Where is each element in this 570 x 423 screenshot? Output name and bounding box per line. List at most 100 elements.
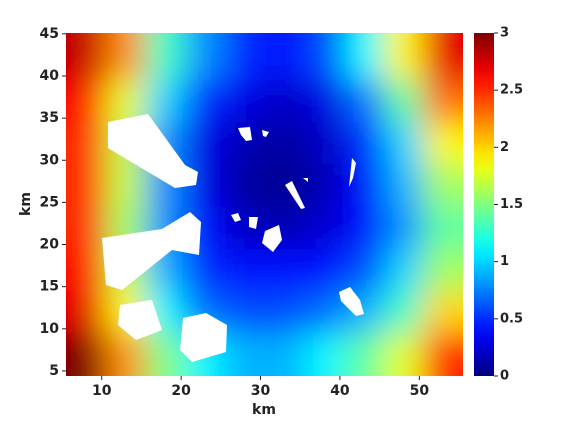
heat-cell <box>383 206 424 250</box>
x-tick-label: 10 <box>92 383 112 399</box>
y-axis-label: km <box>18 192 34 216</box>
heat-cell <box>383 122 424 165</box>
heat-cell <box>66 248 107 292</box>
heat-cell <box>423 248 463 292</box>
heat-cell <box>105 80 146 123</box>
heat-cell <box>224 290 265 334</box>
heat-cell <box>304 248 345 292</box>
heat-cell <box>304 164 345 208</box>
heat-cell <box>383 33 424 81</box>
obstacle <box>231 213 241 222</box>
y-tick-label: 30 <box>40 152 60 168</box>
heat-cell <box>343 206 385 250</box>
y-tick-label: 15 <box>40 279 59 295</box>
heat-cell <box>145 33 186 81</box>
colorbar-tick-label: 0.5 <box>500 311 523 326</box>
heat-cell <box>383 80 424 123</box>
heat-cell <box>185 122 226 165</box>
heat-cell <box>423 80 463 123</box>
y-tick-label: 35 <box>40 110 59 126</box>
heat-cell <box>66 333 107 376</box>
heat-cell <box>105 164 146 208</box>
x-axis-label: km <box>252 402 276 418</box>
heat-cell <box>423 122 463 165</box>
x-tick-label: 40 <box>330 383 350 399</box>
y-tick-label: 45 <box>40 26 59 42</box>
heat-cell <box>66 33 107 81</box>
heat-cell <box>66 122 107 165</box>
obstacle <box>339 287 364 316</box>
obstacle <box>249 217 258 229</box>
colorbar-tick-label: 2 <box>500 140 509 155</box>
obstacle <box>262 225 282 252</box>
heat-cell <box>224 80 265 123</box>
heat-cell <box>343 333 385 376</box>
heat-cell <box>383 290 424 334</box>
heat-cell <box>343 164 385 208</box>
y-tick-label: 5 <box>49 363 59 379</box>
y-tick-label: 20 <box>40 237 60 253</box>
heatmap <box>66 33 463 376</box>
heat-cell <box>423 206 463 250</box>
heat-cell <box>304 80 345 123</box>
heat-cell <box>185 33 226 81</box>
obstacle <box>238 127 252 141</box>
heat-cell <box>264 80 305 123</box>
x-tick-label: 50 <box>410 383 430 399</box>
heat-cell <box>224 33 265 81</box>
obstacle <box>303 178 308 182</box>
colorbar-tick-label: 1.5 <box>500 197 523 212</box>
heat-cell <box>343 80 385 123</box>
obstacles <box>102 114 364 362</box>
x-tick-label: 20 <box>171 383 191 399</box>
heat-cell <box>343 248 385 292</box>
heat-cell <box>264 290 305 334</box>
heat-cell <box>423 290 463 334</box>
heat-cell <box>224 333 265 376</box>
heat-cell <box>224 164 265 208</box>
heat-cell <box>185 248 226 292</box>
obstacle <box>102 212 201 290</box>
heat-cell <box>224 248 265 292</box>
heat-cell <box>105 33 146 81</box>
heat-cell <box>264 122 305 165</box>
heat-cell <box>343 33 385 81</box>
heat-cell <box>343 122 385 165</box>
plot-area <box>66 33 463 376</box>
heat-cell <box>66 80 107 123</box>
obstacle <box>262 130 269 137</box>
heat-cell <box>105 333 146 376</box>
heat-cell <box>264 33 305 81</box>
y-tick-label: 25 <box>40 194 59 210</box>
obstacle <box>349 158 356 187</box>
heat-cell <box>383 333 424 376</box>
heat-cell <box>224 206 265 250</box>
y-tick-label: 40 <box>40 68 60 84</box>
heat-cell <box>145 80 186 123</box>
heat-cell <box>145 333 186 376</box>
heat-cell <box>304 206 345 250</box>
heat-cell <box>383 164 424 208</box>
heat-cell <box>423 33 463 81</box>
colorbar-tick-label: 2.5 <box>500 83 523 98</box>
heat-cell <box>304 33 345 81</box>
colorbar-tick-label: 1 <box>500 254 509 269</box>
heat-cell <box>304 290 345 334</box>
obstacle <box>108 114 198 188</box>
heat-cell <box>304 122 345 165</box>
heat-cell <box>185 80 226 123</box>
heat-cell <box>304 333 345 376</box>
y-tick-label: 10 <box>40 321 60 337</box>
heat-cell <box>66 290 107 334</box>
heat-cell <box>423 164 463 208</box>
heat-cell <box>423 333 463 376</box>
heat-cell <box>264 333 305 376</box>
heat-cell <box>264 248 305 292</box>
colorbar-tick-label: 3 <box>500 26 509 41</box>
heat-cell <box>66 206 107 250</box>
colorbar-tick-label: 0 <box>500 369 509 384</box>
obstacle <box>118 300 162 340</box>
obstacle <box>180 313 227 362</box>
heat-cell <box>383 248 424 292</box>
